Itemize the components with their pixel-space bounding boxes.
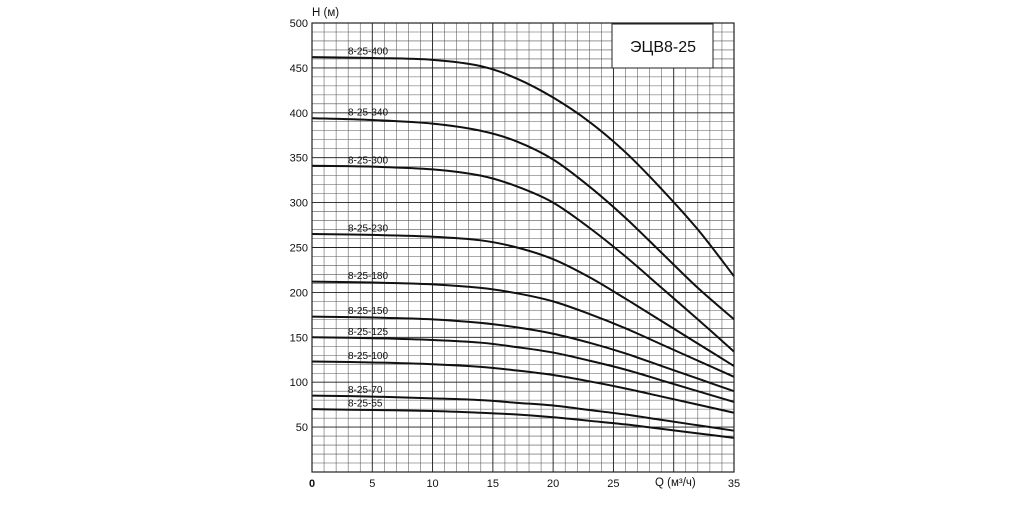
- y-axis-ticks: 50 100 150 200 250 300 350 400 450 500: [290, 18, 308, 434]
- chart-title: ЭЦВ8-25: [630, 39, 696, 56]
- y-tick-label: 50: [296, 422, 308, 434]
- y-tick-label: 400: [290, 108, 308, 120]
- y-tick-label: 250: [290, 243, 308, 255]
- curve-8-25-230: [311, 233, 735, 367]
- series-label: 8-25-300: [348, 155, 388, 166]
- series-label: 8-25-340: [348, 108, 388, 119]
- y-tick-label: 300: [290, 198, 308, 210]
- curve-8-25-125: [311, 336, 735, 403]
- series-curves: [311, 56, 735, 439]
- x-tick-label: 25: [607, 478, 619, 490]
- series-label: 8-25-400: [348, 47, 388, 58]
- series-label: 8-25-125: [348, 327, 388, 338]
- series-label: 8-25-150: [348, 306, 388, 317]
- series-label: 8-25-100: [348, 351, 388, 362]
- curve-8-25-100: [311, 360, 735, 414]
- curve-8-25-300: [311, 164, 735, 353]
- y-tick-label: 150: [290, 332, 308, 344]
- x-axis-label: Q (м³/ч): [655, 477, 696, 489]
- series-label: 8-25-70: [348, 385, 383, 396]
- y-tick-label: 200: [290, 287, 308, 299]
- plot-frame: [311, 22, 735, 473]
- series-label: 8-25-230: [348, 224, 388, 235]
- x-axis-ticks: 0 5 10 15 20 25 35: [309, 478, 740, 490]
- y-tick-label: 350: [290, 153, 308, 165]
- curve-8-25-180: [311, 280, 735, 378]
- series-label: 8-25-55: [348, 399, 383, 410]
- series-label: 8-25-180: [348, 271, 388, 282]
- series-labels: 8-25-400 8-25-340 8-25-300 8-25-230 8-25-180…: [348, 47, 388, 410]
- y-tick-label: 450: [290, 63, 308, 75]
- x-tick-label: 20: [547, 478, 559, 490]
- curve-8-25-150: [311, 315, 735, 393]
- x-tick-label: 15: [487, 478, 499, 490]
- x-tick-label: 10: [426, 478, 438, 490]
- curve-8-25-340: [311, 117, 735, 321]
- x-tick-label: 35: [728, 478, 740, 490]
- curve-8-25-55: [311, 408, 735, 439]
- curve-8-25-400: [311, 56, 735, 277]
- y-tick-label: 100: [290, 377, 308, 389]
- chart-title-box: [611, 23, 714, 69]
- y-axis-label: H (м): [312, 7, 339, 19]
- curve-8-25-70: [311, 394, 735, 432]
- x-tick-label: 0: [309, 478, 315, 490]
- x-tick-label: 5: [369, 478, 375, 490]
- y-tick-label: 500: [290, 18, 308, 30]
